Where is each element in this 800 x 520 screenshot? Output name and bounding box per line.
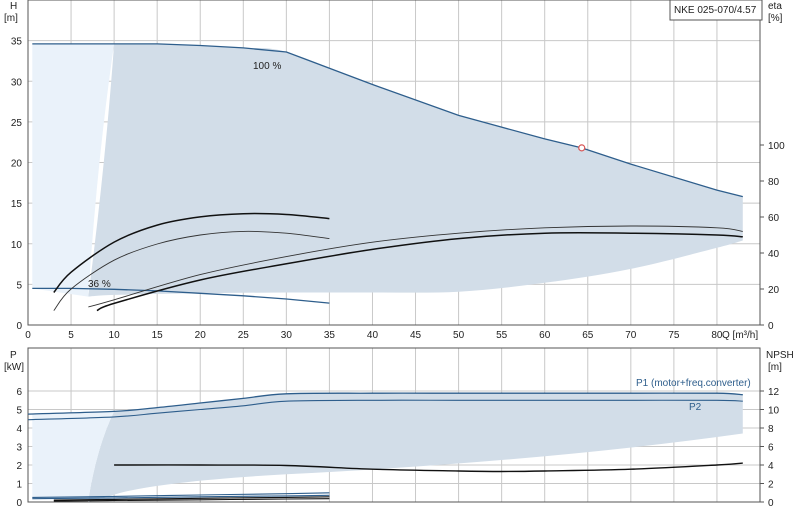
low-power-line-1 xyxy=(32,492,330,498)
p-tick-label: 3 xyxy=(16,443,22,454)
npsh-tick-label: 12 xyxy=(768,387,780,398)
envelope-100pct-line xyxy=(32,43,743,198)
npsh-tick-label: 0 xyxy=(768,498,774,509)
eta-tick-label: 100 xyxy=(768,141,785,152)
eta-tick-label: 80 xyxy=(768,177,780,188)
eta-axis-label: eta xyxy=(768,1,782,12)
h-tick-label: 35 xyxy=(11,37,23,48)
h-tick-label: 10 xyxy=(11,240,23,251)
npsh-tick-label: 8 xyxy=(768,424,774,435)
p-tick-label: 1 xyxy=(16,480,22,491)
x-tick-label: 20 xyxy=(195,330,207,341)
operating-point-marker xyxy=(578,144,586,152)
p-tick-label: 2 xyxy=(16,461,22,472)
x-tick-label: 15 xyxy=(152,330,164,341)
npsh-line xyxy=(114,462,743,473)
p-tick-label: 0 xyxy=(16,498,22,509)
h-curve-36pct xyxy=(53,212,330,293)
x-tick-label: 65 xyxy=(582,330,594,341)
legend-p1: P1 (motor+freq.converter) xyxy=(636,378,751,389)
x-tick-label: 60 xyxy=(539,330,551,341)
x-tick-label: 70 xyxy=(625,330,637,341)
npsh-axis-label: NPSH xyxy=(766,350,794,361)
low-power-line-2 xyxy=(32,494,330,500)
p-axis-label: P xyxy=(10,350,17,361)
x-tick-label: 5 xyxy=(68,330,74,341)
eta-tick-label: 0 xyxy=(768,321,774,332)
p-tick-label: 6 xyxy=(16,387,22,398)
p2-line xyxy=(27,399,743,421)
envelope-min-line xyxy=(32,287,330,304)
low-power-line-4 xyxy=(53,498,330,502)
x-tick-label: 55 xyxy=(496,330,508,341)
p-tick-label: 4 xyxy=(16,424,22,435)
x-tick-label: 35 xyxy=(324,330,336,341)
eta-tick-label: 60 xyxy=(768,213,780,224)
h-tick-label: 20 xyxy=(11,159,23,170)
eta-curve-100pct xyxy=(88,225,743,308)
p1-line xyxy=(27,392,743,415)
annotation-100pct: 100 % xyxy=(253,61,281,72)
x-tick-label: 25 xyxy=(238,330,250,341)
h-tick-label: 30 xyxy=(11,77,23,88)
h-tick-label: 0 xyxy=(16,321,22,332)
x-tick-label: 75 xyxy=(668,330,680,341)
h-tick-label: 15 xyxy=(11,199,23,210)
h-curve-100pct xyxy=(96,231,743,312)
p-axis-unit: [kW] xyxy=(4,362,24,373)
eta-curve-36pct xyxy=(53,230,330,311)
x-tick-label: 40 xyxy=(367,330,379,341)
bottom-light-region xyxy=(32,411,115,501)
x-tick-label: 0 xyxy=(25,330,31,341)
top-plot-frame xyxy=(27,0,761,326)
q-axis-label: Q [m³/h] xyxy=(722,330,758,341)
eta-tick-label: 40 xyxy=(768,249,780,260)
tick-label-layer: 0 5 10 15 20 25 30 35 40 45 50 55 60 65 70 75 8005101520… xyxy=(11,37,785,509)
bottom-shaded-region xyxy=(88,393,743,502)
p-tick-label: 5 xyxy=(16,406,22,417)
h-axis-label: H xyxy=(10,1,17,12)
x-tick-label: 30 xyxy=(281,330,293,341)
npsh-axis-unit: [m] xyxy=(768,362,782,373)
shaded-region-layer xyxy=(32,43,743,502)
series-layer xyxy=(27,43,743,502)
eta-axis-unit: [%] xyxy=(768,13,783,24)
light-region xyxy=(32,43,115,297)
h-axis-unit: [m] xyxy=(4,13,18,24)
legend-p2: P2 xyxy=(689,402,702,413)
npsh-tick-label: 6 xyxy=(768,443,774,454)
chart-title: NKE 025-070/4.57 xyxy=(674,5,757,16)
annotation-36pct: 36 % xyxy=(88,279,111,290)
title-box xyxy=(669,0,763,21)
x-tick-label: 10 xyxy=(109,330,121,341)
x-tick-label: 45 xyxy=(410,330,422,341)
npsh-tick-label: 4 xyxy=(768,461,774,472)
h-tick-label: 25 xyxy=(11,118,23,129)
x-tick-label: 50 xyxy=(453,330,465,341)
h-tick-label: 5 xyxy=(16,280,22,291)
npsh-tick-label: 2 xyxy=(768,480,774,491)
bottom-plot-frame xyxy=(27,347,761,503)
low-power-line-3 xyxy=(53,496,330,501)
eta-tick-label: 20 xyxy=(768,285,780,296)
npsh-tick-label: 10 xyxy=(768,406,780,417)
x-tick-label: 80 xyxy=(711,330,723,341)
